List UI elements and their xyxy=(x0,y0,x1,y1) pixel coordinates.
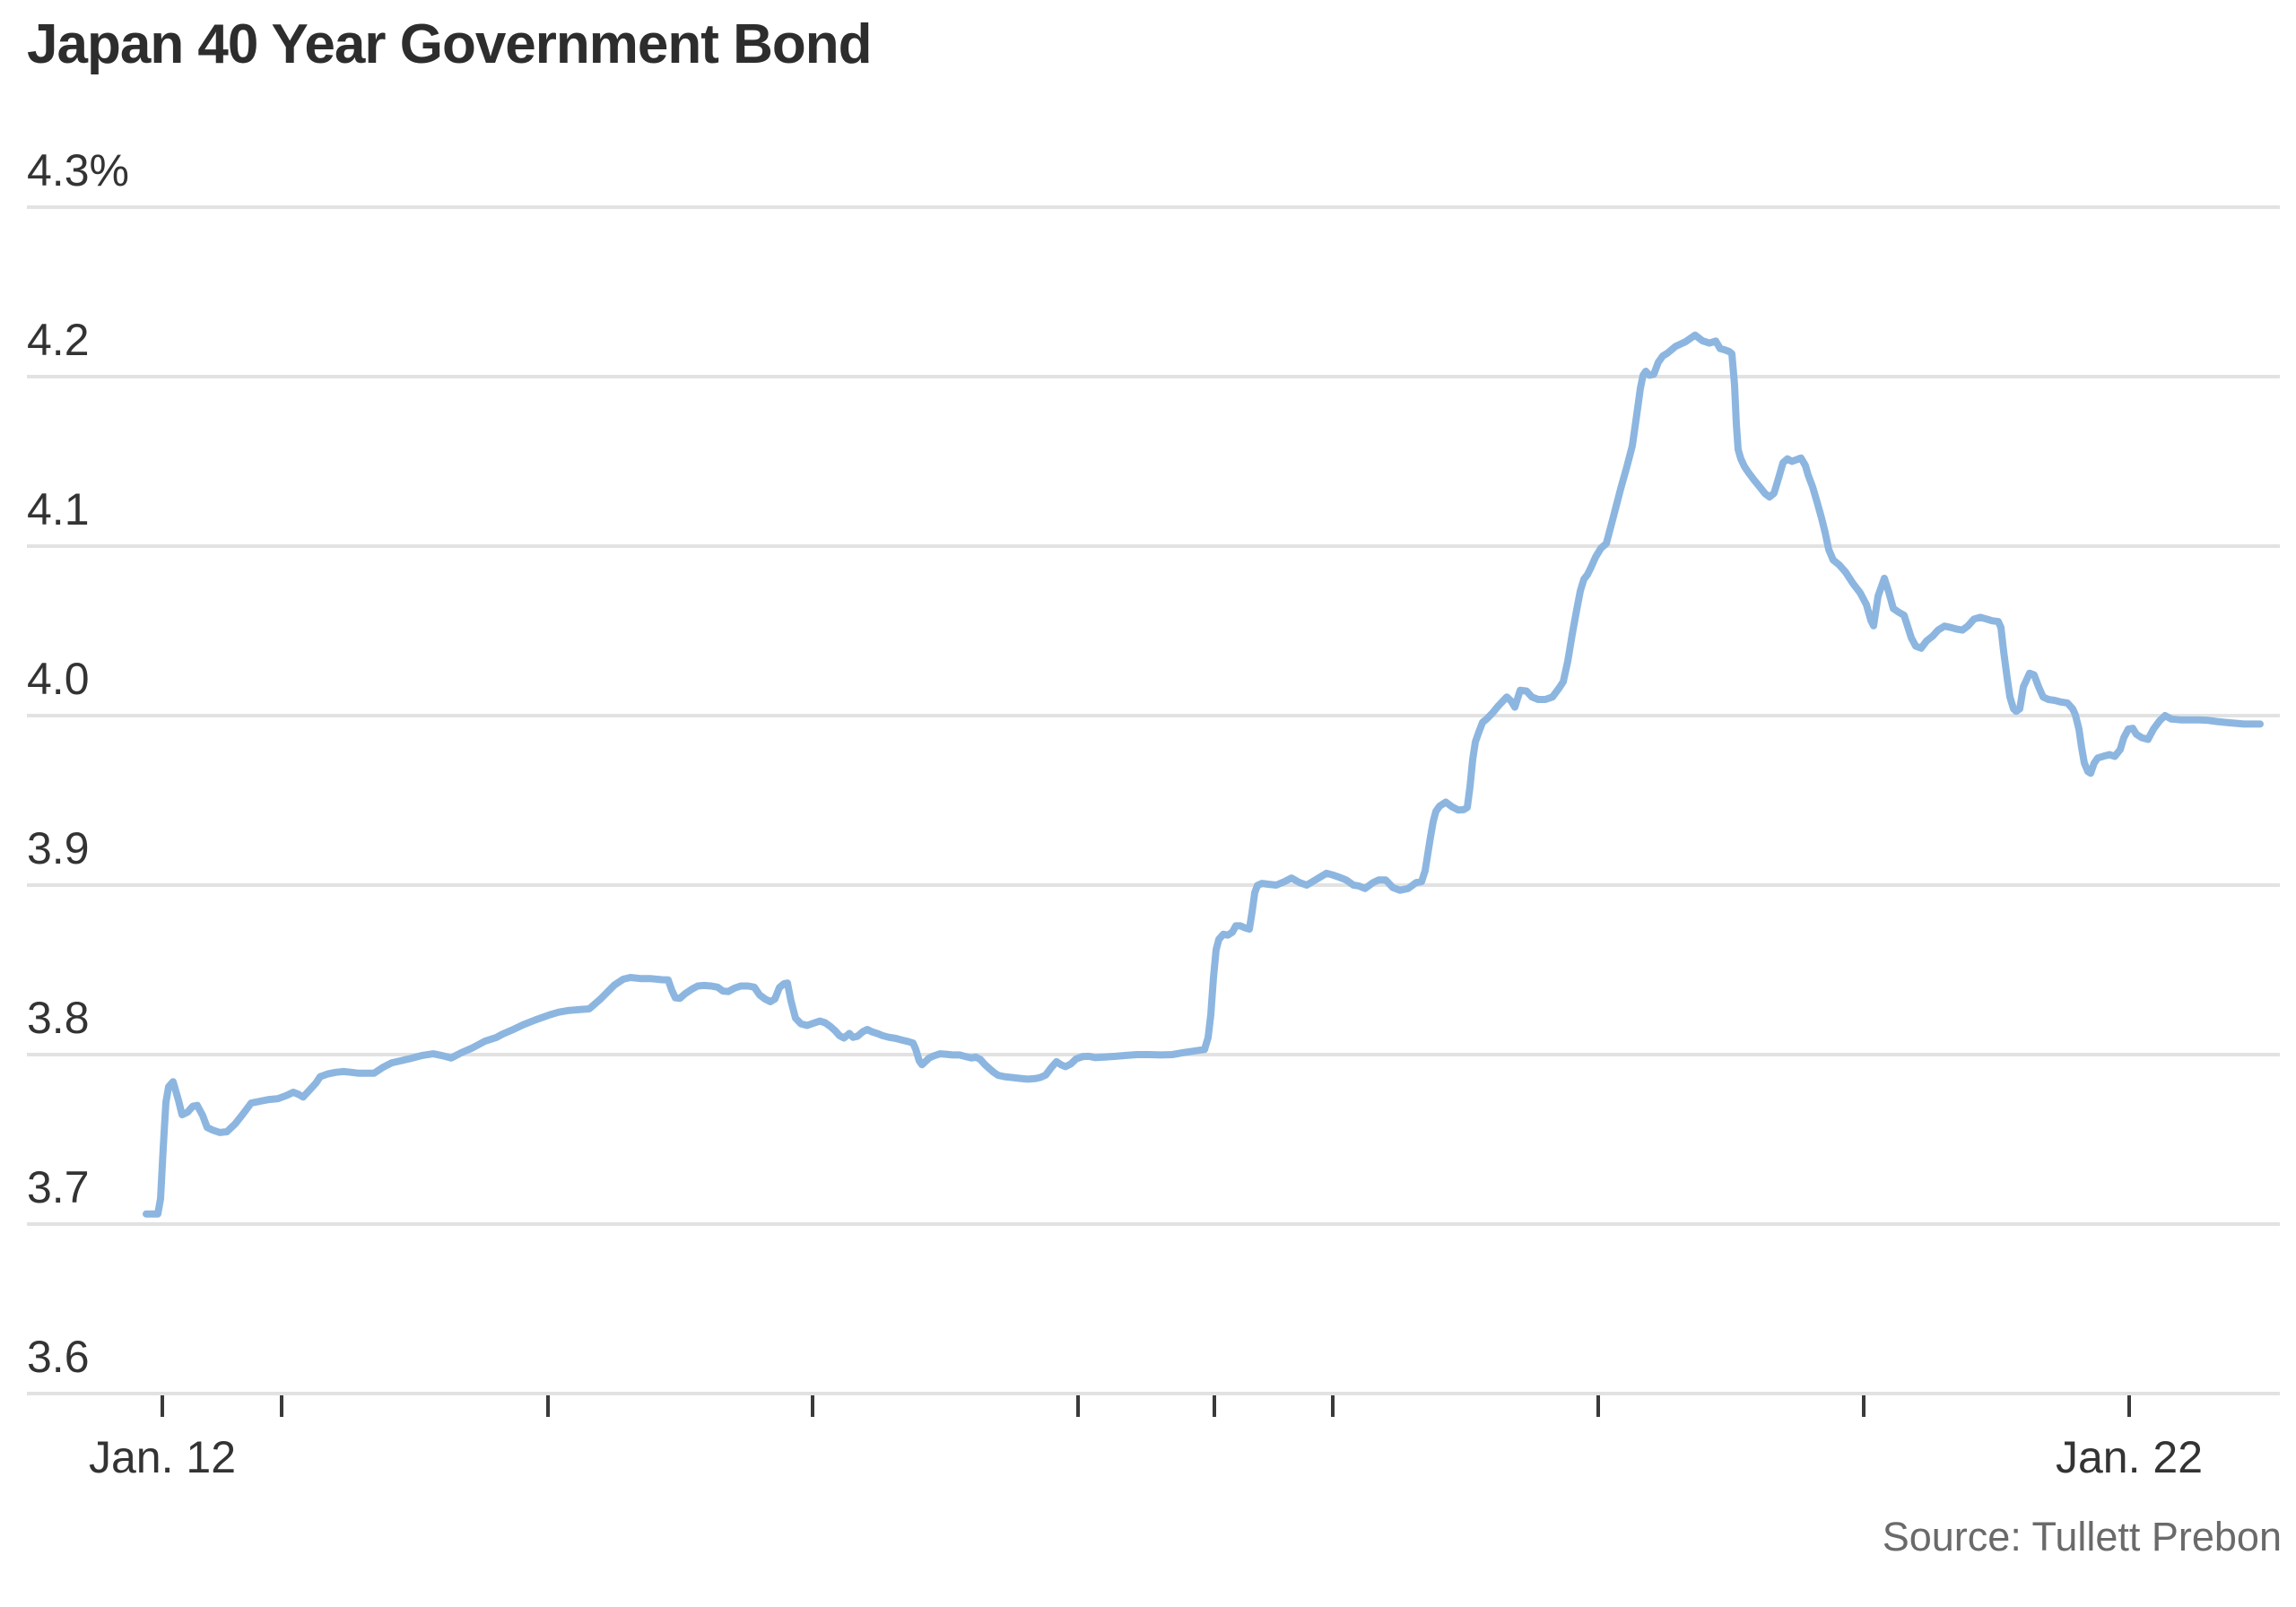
x-axis-label: Jan. 12 xyxy=(88,1432,237,1482)
source-label: Source: Tullett Prebon xyxy=(1882,1514,2282,1559)
y-axis-label: 4.1 xyxy=(27,484,90,534)
y-axis-label: 3.6 xyxy=(27,1332,90,1382)
y-axis-label: 3.7 xyxy=(27,1162,90,1212)
y-axis-label: 3.9 xyxy=(27,823,90,873)
chart-title: Japan 40 Year Government Bond xyxy=(27,13,873,75)
series-line xyxy=(143,331,2264,1218)
y-axis-label: 3.8 xyxy=(27,993,90,1043)
x-axis-label: Jan. 22 xyxy=(2055,1432,2204,1482)
y-axis-label: 4.3% xyxy=(27,145,129,195)
y-axis-label: 4.2 xyxy=(27,315,90,365)
y-axis-label: 4.0 xyxy=(27,654,90,704)
